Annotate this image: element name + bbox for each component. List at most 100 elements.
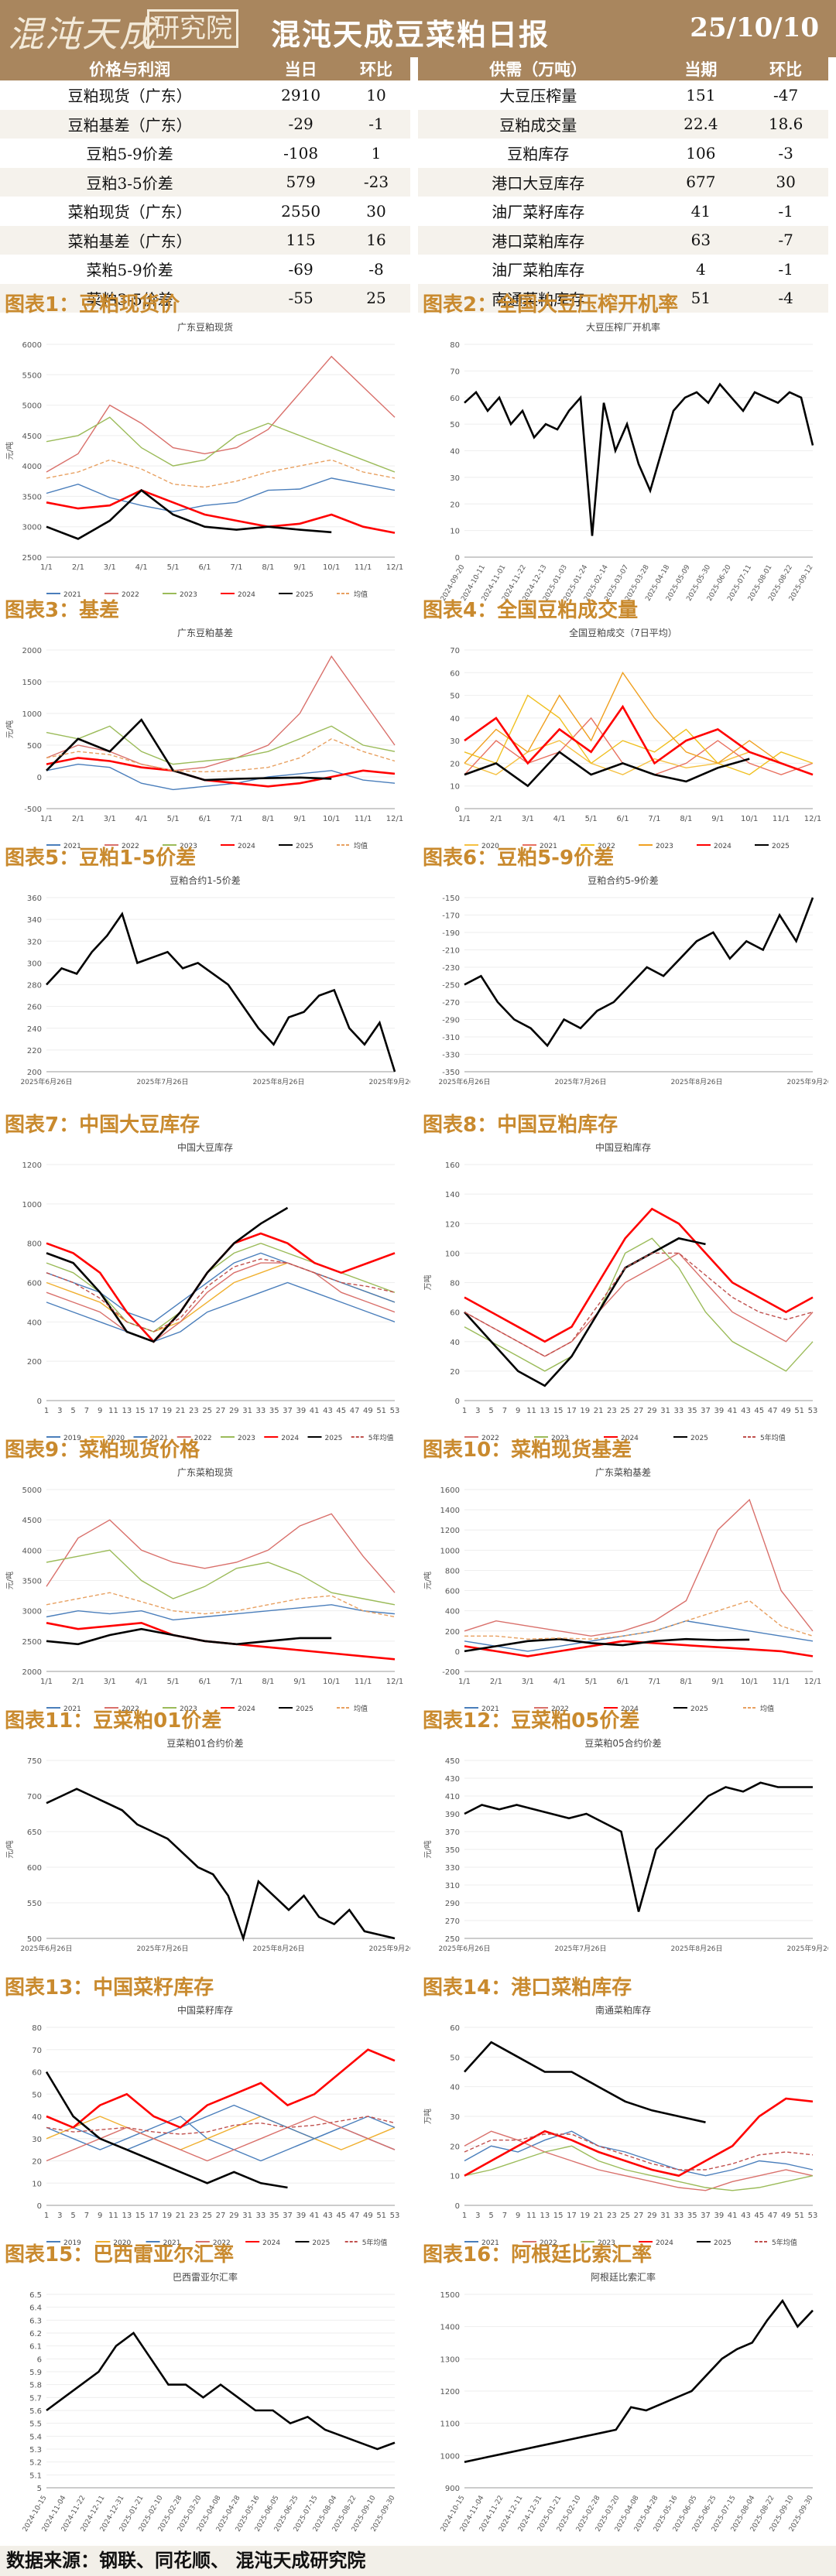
x-tick-label: 27 [216,2212,226,2220]
series-line [46,2331,396,2451]
chart-caption: 图表9：菜粕现货价格 [5,1439,200,1462]
x-tick-label: 11/1 [355,815,372,823]
x-tick-label: 33 [674,2212,684,2220]
row-label: 豆粕5-9价差 [86,145,173,164]
legend-label: 2021 [63,1705,81,1713]
y-axis-label: 元/吨 [5,1572,15,1589]
x-tick-label: 9 [516,1407,520,1415]
x-tick-label: 1 [44,2212,49,2220]
y-tick-label: 10 [450,2173,460,2181]
x-tick-label: 2025年7月26日 [136,1077,188,1086]
y-tick-label: 80 [450,1280,460,1288]
x-tick-label: 2025年9月26日 [786,1077,828,1086]
y-tick-label: 1100 [440,2420,460,2429]
row-change: 10 [366,85,386,104]
series-line [46,488,332,540]
chart-c1: 广东豆粕现货 2500 3000 3500 4000 4500 5000 5500 6000 元/… [5,321,403,599]
legend-label: 2021 [163,2239,181,2247]
x-tick-label: 13 [122,1407,132,1415]
y-tick-label: 5000 [22,1486,42,1495]
x-tick-label: 3/1 [104,815,116,823]
chart-c12: 豆菜粕05合约价差 250 270 290 310 330 350 370 390 410 430 4… [423,1737,828,1953]
table-row: 豆粕3-5价差 579 -23 [0,167,410,197]
x-tick-label: 11/1 [355,1678,372,1686]
x-tick-label: 7 [84,1407,89,1415]
y-tick-label: 30 [450,2113,460,2122]
y-tick-label: 390 [445,1811,460,1819]
legend-label: 5年均值 [760,1433,786,1442]
x-tick-label: 1/1 [40,563,53,572]
legend-label: 5年均值 [772,2238,797,2247]
x-tick-label: 17 [567,2212,577,2220]
legend-label: 2024 [656,2239,673,2247]
legend-label: 2023 [238,1435,255,1442]
legend-label: 2023 [598,2239,615,2247]
y-tick-label: 0 [455,1397,460,1406]
y-tick-label: 5500 [22,371,42,380]
x-tick-label: 45 [336,1407,346,1415]
x-tick-label: 47 [768,1407,778,1415]
x-tick-label: 3 [475,1407,480,1415]
x-tick-label: 47 [350,1407,360,1415]
y-tick-label: 60 [450,669,460,678]
table-header: 当期 [658,57,744,80]
series-line [46,757,396,788]
x-tick-label: 7/1 [230,815,242,823]
y-tick-label: 1200 [440,2388,460,2396]
legend-label: 5年均值 [362,2238,388,2247]
chart-caption: 图表13：中国菜籽库存 [5,1976,214,2000]
series-line [464,1252,814,1357]
y-tick-label: 750 [27,1757,42,1766]
row-value: 4 [696,259,706,279]
y-tick-label: -200 [442,1668,460,1677]
chart-c6: 豆粕合约5-9价差 -350 -330 -310 -290 -270 -250 -230 -21… [438,874,828,1086]
x-tick-label: 43 [323,1407,333,1415]
x-tick-label: 51 [794,1407,804,1415]
y-tick-label: 50 [450,2054,460,2062]
chart-caption: 图表15：巴西雷亚尔汇率 [5,2243,235,2266]
x-tick-label: 7/1 [648,815,660,823]
x-tick-label: 7 [502,2212,507,2220]
x-tick-label: 8/1 [680,815,692,823]
series-line [464,1640,814,1657]
chart-c10: 广东菜粕基差 -200 0 200 400 600 800 1000 1200 1400 1600 元… [423,1466,821,1713]
x-tick-label: 12/1 [804,1678,821,1686]
y-tick-label: 6000 [22,341,42,350]
x-tick-label: 15 [135,1407,146,1415]
x-tick-label: 39 [296,2212,306,2220]
row-value: 2550 [281,201,321,221]
x-tick-label: 8/1 [262,563,274,572]
x-tick-label: 10/1 [741,1678,758,1686]
y-tick-label: 50 [450,421,460,429]
table-row: 豆粕现货（广东） 2910 10 [0,80,410,110]
series-line [464,2130,814,2191]
x-tick-label: 12/1 [386,815,403,823]
x-tick-label: 53 [808,1407,818,1415]
chart-title: 广东菜粕基差 [595,1466,651,1478]
row-change: -8 [368,259,384,279]
series-line [46,2116,396,2135]
x-tick-label: 3 [57,2212,62,2220]
row-label: 菜粕5-9价差 [86,261,173,280]
x-tick-label: 11 [108,2212,118,2220]
y-tick-label: 240 [27,1025,42,1034]
x-tick-label: 25 [202,2212,212,2220]
y-tick-label: 70 [450,647,460,655]
y-tick-label: 120 [445,1220,460,1229]
y-tick-label: 450 [445,1757,460,1766]
y-tick-label: 4000 [22,463,42,471]
chart-title: 巴西雷亚尔汇率 [173,2271,238,2283]
series-line [46,1604,396,1621]
x-tick-label: 53 [808,2212,818,2220]
x-tick-label: 37 [701,1407,711,1415]
row-label: 菜粕基差（广东） [0,225,260,255]
chart-title: 广东豆粕现货 [177,321,233,333]
x-tick-label: 4/1 [135,815,148,823]
x-tick-label: 37 [283,1407,293,1415]
series-line [464,382,814,536]
series-line [45,2071,288,2189]
x-tick-label: 41 [728,2212,738,2220]
x-tick-label: 6/1 [616,1678,629,1686]
chart-title: 豆粕合约1-5价差 [170,874,241,886]
y-tick-label: 5.3 [29,2446,42,2455]
